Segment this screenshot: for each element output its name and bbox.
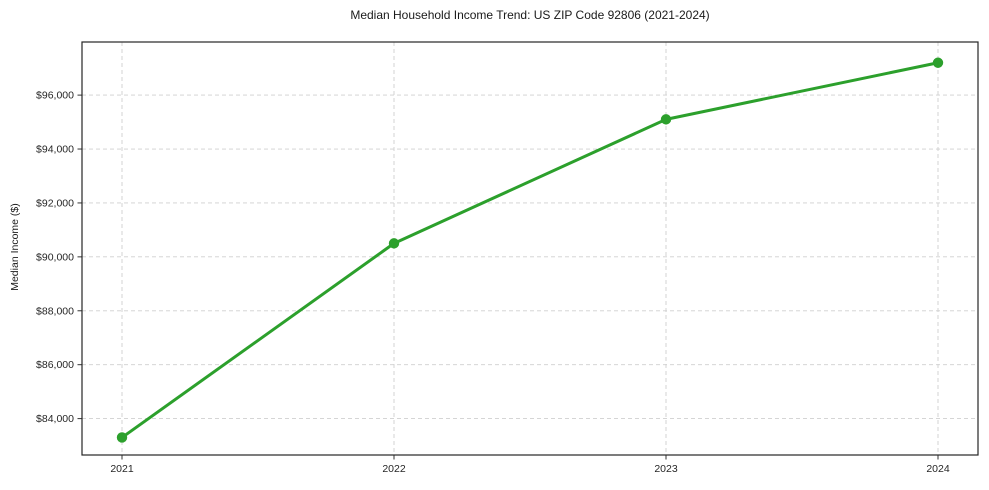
chart-title: Median Household Income Trend: US ZIP Co… <box>350 8 710 22</box>
y-tick-label: $88,000 <box>36 305 74 317</box>
y-tick-label: $86,000 <box>36 359 74 371</box>
y-tick-label: $90,000 <box>36 251 74 263</box>
data-point-2022 <box>388 238 400 249</box>
x-tick-label: 2022 <box>382 463 406 475</box>
y-tick-label: $84,000 <box>36 413 74 425</box>
x-tick-label: 2021 <box>110 463 134 475</box>
y-tick-label: $92,000 <box>36 197 74 209</box>
y-tick-label: $94,000 <box>36 144 74 156</box>
x-tick-label: 2023 <box>654 463 678 475</box>
x-tick-label: 2024 <box>926 463 950 475</box>
data-point-2024 <box>932 57 944 68</box>
income-trend-line <box>120 61 940 439</box>
y-tick-label: $96,000 <box>36 90 74 102</box>
data-point-2023 <box>660 114 672 125</box>
data-point-2021 <box>116 432 128 443</box>
plot-border <box>81 41 979 456</box>
